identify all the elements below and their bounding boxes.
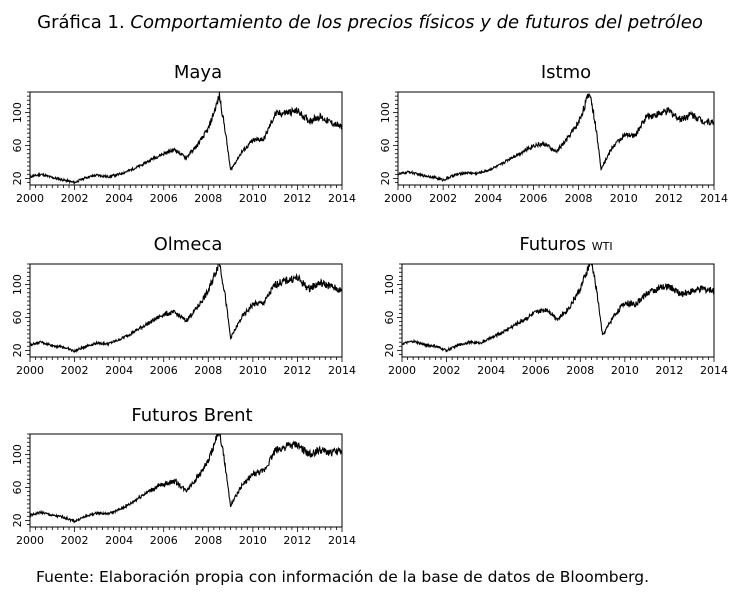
x-tick-label: 2000 bbox=[384, 192, 412, 205]
x-tick-label: 2006 bbox=[150, 534, 178, 547]
y-tick-label: 100 bbox=[11, 274, 24, 295]
y-tick-label: 100 bbox=[383, 274, 396, 295]
y-tick-label: 100 bbox=[379, 102, 392, 123]
x-tick-label: 2014 bbox=[700, 364, 728, 377]
x-tick-label: 2000 bbox=[16, 192, 44, 205]
y-tick-label: 60 bbox=[11, 480, 24, 494]
x-tick-label: 2002 bbox=[61, 192, 89, 205]
figure-title-text: Comportamiento de los precios físicos y … bbox=[130, 12, 703, 33]
x-tick-label: 2008 bbox=[194, 192, 222, 205]
x-tick-label: 2002 bbox=[429, 192, 457, 205]
series-line bbox=[397, 93, 715, 182]
x-tick-label: 2010 bbox=[239, 364, 267, 377]
x-tick-label: 2004 bbox=[105, 192, 133, 205]
x-tick-label: 2014 bbox=[328, 192, 356, 205]
x-tick-label: 2000 bbox=[16, 364, 44, 377]
y-tick-label: 20 bbox=[11, 513, 24, 527]
y-tick-label: 60 bbox=[11, 310, 24, 324]
x-tick-label: 2010 bbox=[239, 192, 267, 205]
figure-source: Fuente: Elaboración propia con informaci… bbox=[36, 568, 650, 586]
y-tick-label: 20 bbox=[383, 343, 396, 357]
plot-frame bbox=[29, 433, 343, 528]
x-tick-label: 2012 bbox=[655, 364, 683, 377]
x-tick-label: 2000 bbox=[388, 364, 416, 377]
x-tick-label: 2008 bbox=[194, 364, 222, 377]
x-tick-label: 2008 bbox=[566, 364, 594, 377]
x-tick-label: 2012 bbox=[283, 534, 311, 547]
x-tick-label: 2010 bbox=[610, 192, 638, 205]
x-tick-label: 2010 bbox=[239, 534, 267, 547]
figure-title: Gráfica 1. Comportamiento de los precios… bbox=[0, 12, 740, 33]
x-tick-label: 2000 bbox=[16, 534, 44, 547]
y-tick-label: 20 bbox=[379, 171, 392, 185]
x-tick-label: 2014 bbox=[328, 534, 356, 547]
x-tick-label: 2014 bbox=[328, 364, 356, 377]
plot-frame bbox=[29, 91, 343, 186]
panel-title-olmeca: Olmeca bbox=[153, 234, 223, 255]
x-tick-label: 2010 bbox=[611, 364, 639, 377]
series-line bbox=[401, 263, 715, 353]
plot-frame bbox=[397, 91, 715, 186]
plot-frame bbox=[401, 263, 715, 358]
x-tick-label: 2012 bbox=[283, 192, 311, 205]
x-tick-label: 2014 bbox=[700, 192, 728, 205]
x-tick-label: 2006 bbox=[522, 364, 550, 377]
series-line bbox=[29, 433, 343, 524]
y-tick-label: 20 bbox=[11, 343, 24, 357]
panel-title-futuros-wti: Futuros WTI bbox=[519, 234, 613, 255]
y-tick-label: 100 bbox=[11, 102, 24, 123]
panel-title-futuros-brent: Futuros Brent bbox=[131, 405, 253, 426]
x-tick-label: 2006 bbox=[150, 192, 178, 205]
x-tick-label: 2002 bbox=[61, 534, 89, 547]
x-tick-label: 2008 bbox=[565, 192, 593, 205]
series-line bbox=[29, 263, 343, 354]
x-tick-label: 2012 bbox=[283, 364, 311, 377]
x-tick-label: 2002 bbox=[61, 364, 89, 377]
y-tick-label: 60 bbox=[383, 310, 396, 324]
x-tick-label: 2002 bbox=[433, 364, 461, 377]
panel-title-istmo: Istmo bbox=[540, 62, 592, 83]
y-tick-label: 60 bbox=[11, 138, 24, 152]
x-tick-label: 2004 bbox=[105, 534, 133, 547]
x-tick-label: 2004 bbox=[474, 192, 502, 205]
x-tick-label: 2004 bbox=[477, 364, 505, 377]
y-tick-label: 20 bbox=[11, 171, 24, 185]
x-tick-label: 2012 bbox=[655, 192, 683, 205]
y-tick-label: 60 bbox=[379, 138, 392, 152]
figure-number: Gráfica 1. bbox=[37, 12, 125, 33]
panel-title-maya: Maya bbox=[173, 62, 223, 83]
x-tick-label: 2008 bbox=[194, 534, 222, 547]
y-tick-label: 100 bbox=[11, 444, 24, 465]
x-tick-label: 2006 bbox=[150, 364, 178, 377]
x-tick-label: 2006 bbox=[519, 192, 547, 205]
x-tick-label: 2004 bbox=[105, 364, 133, 377]
series-line bbox=[29, 92, 343, 185]
